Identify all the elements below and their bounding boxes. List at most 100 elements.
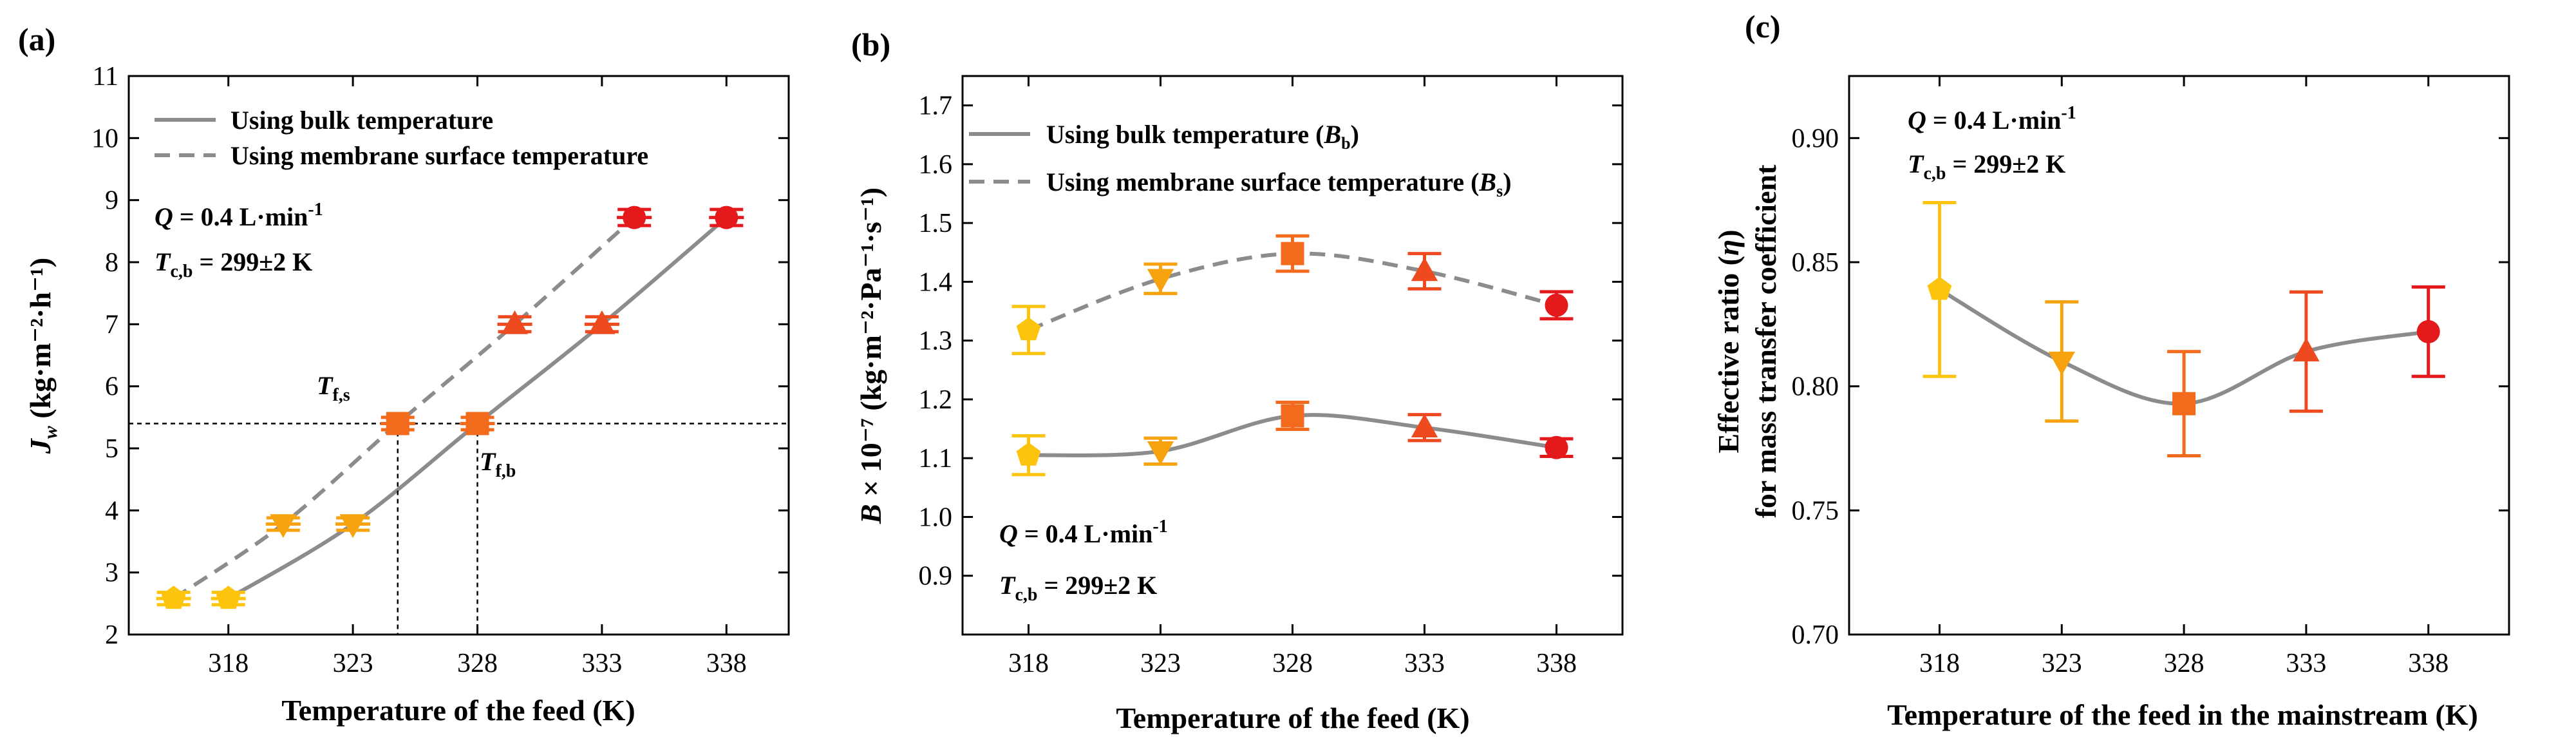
a-series-0-point-1-marker	[339, 514, 366, 539]
panel-b-flow-annotation: Q = 0.4 L·min-1	[999, 517, 1168, 548]
a-series-1-point-2-marker	[386, 412, 409, 435]
panel-c-axes-frame	[1848, 75, 2510, 636]
panel-a-reference-lines	[129, 423, 789, 635]
a-series-1-point-0-marker	[161, 586, 186, 609]
panel-b-label: (b)	[851, 26, 890, 62]
b-ytick-label: 0.9	[919, 562, 953, 591]
panel-c-x-axis-title: Temperature of the feed in the mainstrea…	[1887, 698, 2478, 731]
panel-c-temp-annotation: Tc,b = 299±2 K	[1908, 149, 2065, 184]
panel-a-data-markers	[156, 205, 744, 609]
panel-c-ticks: 318 323 328 333 338 0.70 0.75 0.80 0.85 0.90	[1792, 76, 2509, 678]
a-series-0-point-0-marker	[216, 586, 241, 609]
a-series-1-line	[172, 216, 636, 600]
b-series-1-point-0-marker	[1016, 317, 1041, 341]
b-ytick-label: 1.5	[919, 209, 953, 238]
a-ytick-label: 11	[93, 62, 118, 91]
a-ytick-label: 4	[105, 496, 118, 526]
panel-c-y-axis-title-line2: for mass transfer coefficient	[1749, 164, 1782, 519]
c-series-0-point-2-marker	[2172, 392, 2196, 416]
b-series-0-point-1-marker	[1147, 441, 1174, 465]
panel-c-data-markers	[1923, 201, 2445, 458]
a-ytick-label: 7	[105, 310, 118, 339]
panel-a-temp-annotation: Tc,b = 299±2 K	[155, 247, 312, 282]
panel-a-legend-dashed-label: Using membrane surface temperature	[230, 141, 648, 170]
panel-b-ticks: 318 323 328 333 338 0.9 1.0 1.1 1.2 1.3 1.4 1.5 1.6 1…	[919, 76, 1622, 678]
b-series-0-point-0-marker	[1016, 442, 1041, 466]
c-ytick-label: 0.75	[1792, 496, 1839, 526]
a-ytick-label: 5	[105, 434, 118, 464]
b-ytick-label: 1.7	[919, 91, 953, 121]
a-series-1-point-4-marker	[623, 205, 646, 229]
c-ytick-label: 0.80	[1792, 372, 1839, 402]
c-xtick-label: 333	[2286, 649, 2326, 678]
b-xtick-label: 338	[1536, 649, 1577, 678]
b-series-0-point-2-marker	[1281, 404, 1304, 428]
panel-a-flow-annotation: Q = 0.4 L·min-1	[155, 200, 323, 231]
b-series-1-point-2-marker	[1281, 242, 1304, 265]
panel-c-label: (c)	[1745, 8, 1781, 44]
c-xtick-label: 323	[2042, 649, 2082, 678]
c-ytick-label: 0.85	[1792, 248, 1839, 278]
panel-a: (a) 318 323 328 333 338 2 3 4 5 6 7 8 9 10 11 Temperat…	[18, 21, 790, 727]
panel-c-flow-annotation: Q = 0.4 L·min-1	[1908, 103, 2076, 135]
a-ytick-label: 2	[105, 620, 118, 650]
a-series-0-point-4-marker	[715, 205, 738, 229]
b-xtick-label: 323	[1140, 649, 1181, 678]
panel-a-legend-solid-label: Using bulk temperature	[230, 106, 493, 135]
panel-b: (b) 318 323 328 333 338 0.9 1.0 1.1 1.2 1.3 1.4 1.5…	[851, 26, 1624, 734]
c-ytick-label: 0.70	[1792, 620, 1839, 650]
a-ytick-label: 9	[105, 186, 118, 216]
a-ytick-label: 8	[105, 248, 118, 278]
panel-a-ticks: 318 323 328 333 338 2 3 4 5 6 7 8 9 10 11	[91, 62, 789, 678]
c-series-0-point-4-marker	[2416, 320, 2440, 343]
a-ytick-label: 10	[91, 124, 118, 153]
b-series-0-point-3-marker	[1411, 414, 1438, 438]
panel-a-label: (a)	[18, 21, 55, 57]
b-ytick-label: 1.3	[919, 327, 953, 356]
c-xtick-label: 328	[2164, 649, 2205, 678]
b-series-1-point-3-marker	[1411, 257, 1438, 282]
c-xtick-label: 318	[1919, 649, 1960, 678]
b-ytick-label: 1.0	[919, 502, 953, 532]
b-series-1-point-4-marker	[1545, 293, 1568, 317]
a-series-0-point-3-marker	[588, 310, 616, 334]
b-xtick-label: 328	[1272, 649, 1313, 678]
panel-c-y-axis-title-line1: Effective ratio (η)	[1712, 229, 1745, 453]
a-xtick-label: 323	[333, 649, 373, 678]
c-series-0-point-3-marker	[2293, 338, 2320, 362]
panel-a-x-axis-title: Temperature of the feed (K)	[281, 694, 635, 727]
a-ytick-label: 3	[105, 559, 118, 588]
b-ytick-label: 1.4	[919, 267, 953, 297]
panel-c: (c) 318 323 328 333 3380.700.750.800.850.90 …	[1712, 8, 2510, 731]
c-series-0-point-0-marker	[1927, 276, 1952, 300]
panel-b-legend-dashed-label: Using membrane surface temperature (Bs)	[1046, 167, 1512, 200]
a-xtick-label: 328	[457, 649, 498, 678]
c-ytick-label: 0.90	[1792, 124, 1839, 153]
panel-b-legend-solid-label: Using bulk temperature (Bb)	[1046, 120, 1359, 153]
a-xtick-label: 338	[706, 649, 747, 678]
c-series-0-point-1-marker	[2048, 351, 2075, 376]
panel-b-y-axis-title: B × 10⁻⁷ (kg·m⁻²·Pa⁻¹·s⁻¹)	[854, 187, 887, 524]
panel-a-axes-frame	[127, 75, 790, 636]
a-series-1-point-3-marker	[501, 310, 529, 334]
b-ytick-label: 1.6	[919, 150, 953, 180]
b-xtick-label: 318	[1008, 649, 1049, 678]
b-series-0-point-4-marker	[1545, 435, 1568, 459]
a-series-0-point-2-marker	[465, 412, 489, 435]
panel-a-tfs-label: Tf,s	[317, 371, 350, 405]
panel-b-data-markers	[1011, 234, 1574, 477]
a-ytick-label: 6	[105, 372, 118, 402]
a-series-1-point-1-marker	[270, 514, 297, 539]
b-xtick-label: 333	[1404, 649, 1445, 678]
panel-a-y-axis-title: Jw (kg·m⁻²·h⁻¹)	[24, 258, 61, 454]
b-series-1-point-1-marker	[1147, 269, 1174, 293]
c-xtick-label: 338	[2408, 649, 2449, 678]
panel-a-tfb-label: Tf,b	[480, 447, 516, 481]
a-xtick-label: 333	[581, 649, 622, 678]
a-xtick-label: 318	[208, 649, 249, 678]
panel-b-axes-frame	[961, 75, 1624, 636]
panel-b-temp-annotation: Tc,b = 299±2 K	[999, 571, 1157, 605]
b-ytick-label: 1.2	[919, 385, 953, 415]
b-ytick-label: 1.1	[919, 444, 953, 473]
